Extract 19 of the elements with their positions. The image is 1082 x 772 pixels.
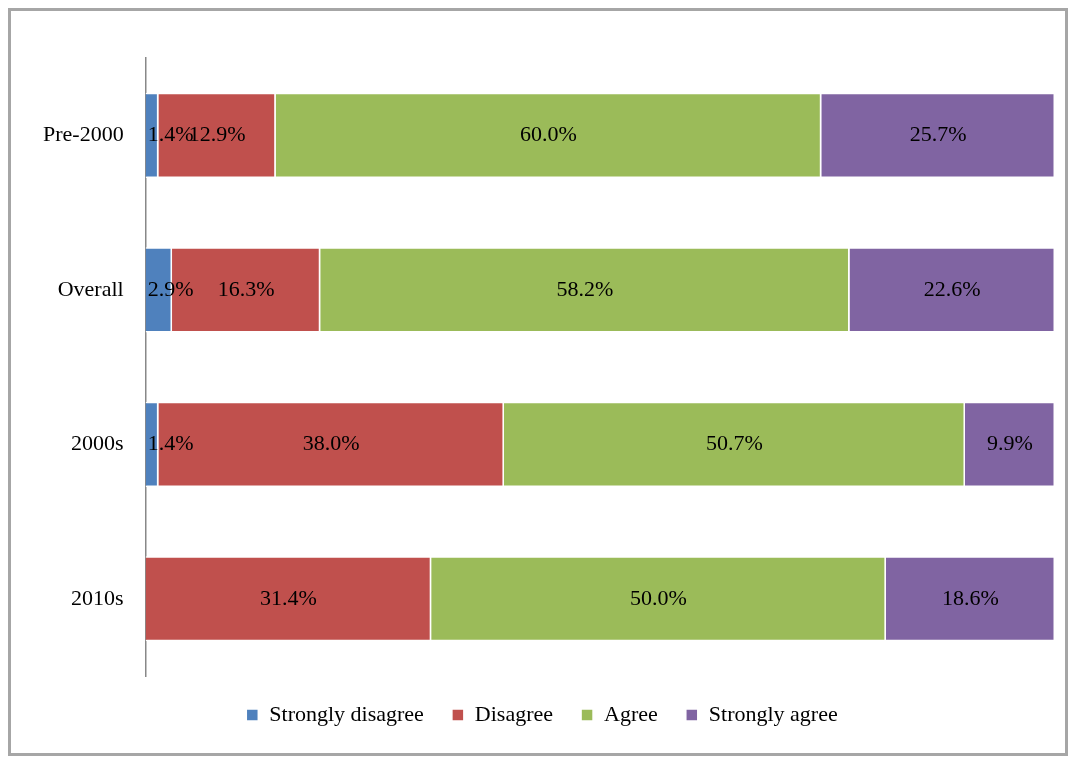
legend-label: Agree	[604, 700, 658, 726]
y-tick-label: Pre-2000	[43, 121, 124, 147]
data-label: 50.0%	[630, 584, 687, 610]
data-label: 16.3%	[217, 275, 275, 301]
y-tick-label: 2000s	[71, 430, 124, 456]
y-tick-label: Overall	[57, 275, 124, 301]
data-label: 31.4%	[260, 584, 317, 610]
data-label: 50.7%	[706, 430, 763, 456]
data-label: 25.7%	[909, 121, 967, 147]
legend-label: Strongly disagree	[269, 700, 424, 726]
data-label: 18.6%	[942, 584, 999, 610]
data-label: 60.0%	[520, 121, 577, 147]
legend-label: Disagree	[474, 700, 554, 726]
data-label: 9.9%	[987, 430, 1033, 456]
data-label: 38.0%	[302, 430, 360, 456]
data-label: 22.6%	[923, 275, 981, 301]
data-label: 58.2%	[556, 275, 614, 301]
legend-label: Strongly agree	[708, 700, 838, 726]
y-tick-label: 2010s	[71, 584, 124, 610]
